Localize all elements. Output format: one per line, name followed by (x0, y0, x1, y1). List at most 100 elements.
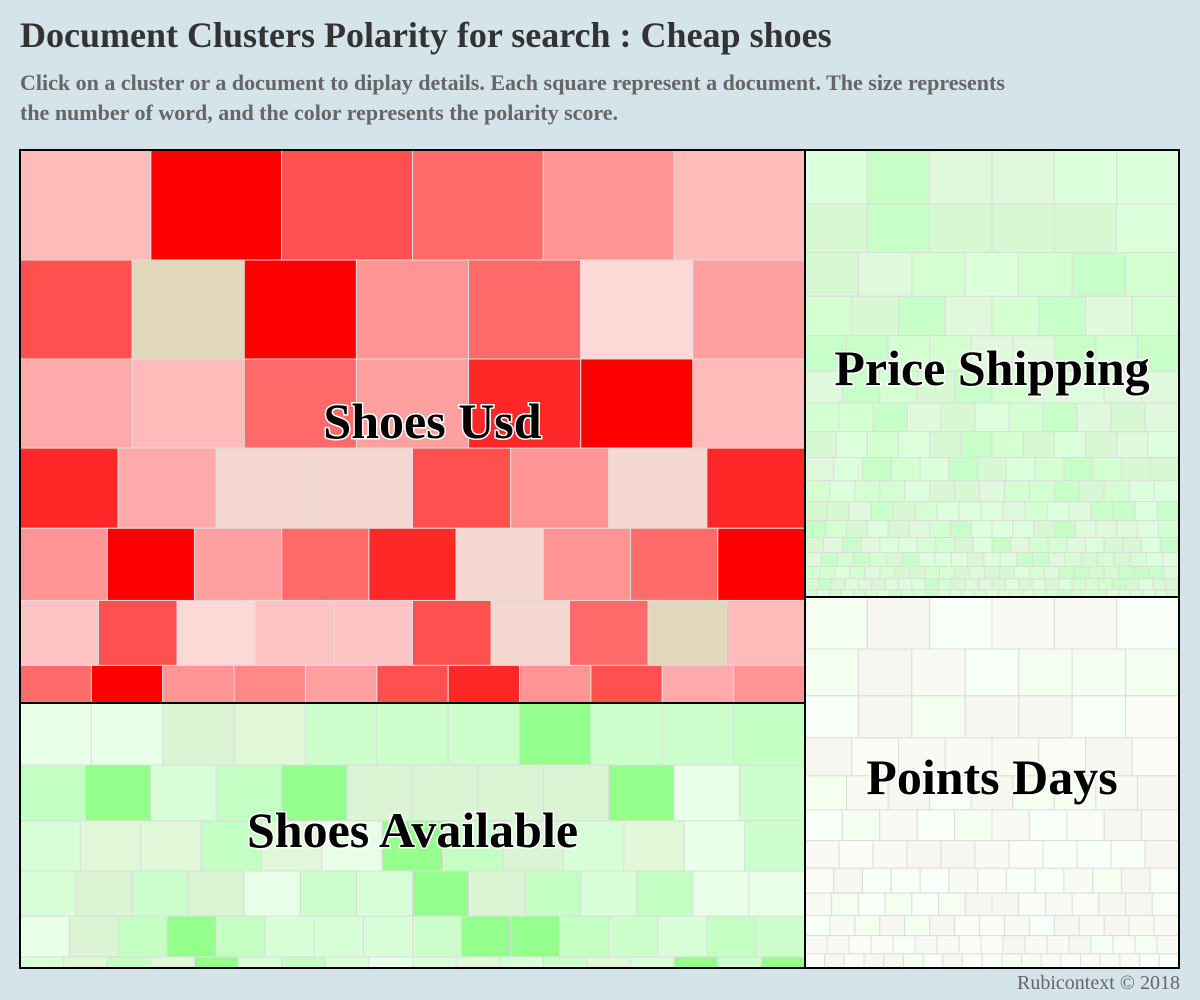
document-tile[interactable] (233, 702, 306, 766)
document-tile[interactable] (117, 447, 217, 529)
document-tile[interactable] (733, 664, 806, 704)
document-tile[interactable] (673, 956, 719, 969)
document-tile[interactable] (1153, 480, 1180, 503)
document-tile[interactable] (826, 501, 850, 522)
document-tile[interactable] (368, 527, 457, 601)
document-tile[interactable] (1090, 935, 1114, 955)
document-tile[interactable] (1094, 589, 1108, 598)
cluster-label[interactable]: Price Shipping (833, 338, 1151, 397)
document-tile[interactable] (748, 870, 806, 917)
document-tile[interactable] (908, 520, 931, 538)
document-tile[interactable] (838, 402, 874, 433)
document-tile[interactable] (848, 501, 872, 522)
document-tile[interactable] (864, 589, 878, 598)
document-tile[interactable] (972, 536, 993, 554)
document-tile[interactable] (1095, 520, 1118, 538)
document-tile[interactable] (929, 149, 993, 205)
document-tile[interactable] (1103, 536, 1124, 554)
document-tile[interactable] (1015, 552, 1034, 567)
document-tile[interactable] (911, 252, 966, 297)
document-tile[interactable] (804, 402, 840, 433)
document-tile[interactable] (906, 840, 942, 869)
document-tile[interactable] (1002, 935, 1026, 955)
document-tile[interactable] (1166, 589, 1180, 598)
document-tile[interactable] (1119, 953, 1141, 969)
document-tile[interactable] (1141, 536, 1161, 554)
document-tile[interactable] (1090, 501, 1114, 522)
document-tile[interactable] (929, 596, 993, 650)
document-tile[interactable] (1013, 565, 1030, 580)
document-tile[interactable] (630, 527, 719, 601)
document-tile[interactable] (657, 915, 708, 958)
document-tile[interactable] (355, 358, 470, 449)
document-tile[interactable] (542, 149, 675, 261)
document-tile[interactable] (940, 402, 976, 433)
document-tile[interactable] (1003, 480, 1030, 503)
document-tile[interactable] (1028, 480, 1055, 503)
document-tile[interactable] (916, 370, 956, 404)
document-tile[interactable] (1071, 892, 1100, 917)
document-tile[interactable] (978, 578, 993, 591)
document-tile[interactable] (804, 695, 859, 739)
document-tile[interactable] (1110, 402, 1146, 433)
document-tile[interactable] (1071, 578, 1086, 591)
document-tile[interactable] (162, 702, 235, 766)
document-tile[interactable] (938, 892, 966, 917)
document-tile[interactable] (991, 536, 1012, 554)
document-tile[interactable] (744, 820, 806, 872)
cluster-label[interactable]: Points Days (865, 747, 1119, 806)
document-tile[interactable] (954, 480, 981, 503)
document-tile[interactable] (586, 956, 632, 969)
document-tile[interactable] (590, 702, 663, 766)
document-tile[interactable] (841, 536, 862, 554)
document-tile[interactable] (412, 915, 463, 958)
document-tile[interactable] (1053, 335, 1097, 372)
document-tile[interactable] (1141, 809, 1180, 842)
cluster[interactable] (804, 596, 1180, 969)
document-tile[interactable] (1044, 578, 1060, 591)
document-tile[interactable] (1042, 840, 1078, 869)
document-tile[interactable] (929, 520, 951, 538)
document-tile[interactable] (19, 764, 86, 822)
document-tile[interactable] (1142, 589, 1156, 598)
document-tile[interactable] (1136, 775, 1180, 811)
document-tile[interactable] (857, 695, 913, 739)
document-tile[interactable] (870, 501, 894, 522)
document-tile[interactable] (1063, 457, 1094, 482)
document-tile[interactable] (804, 892, 833, 917)
document-tile[interactable] (804, 335, 848, 372)
document-tile[interactable] (542, 764, 610, 822)
document-tile[interactable] (1131, 295, 1180, 337)
document-tile[interactable] (848, 935, 872, 955)
document-tile[interactable] (1116, 203, 1180, 254)
document-tile[interactable] (1028, 536, 1049, 554)
document-tile[interactable] (887, 335, 931, 372)
document-tile[interactable] (1131, 737, 1180, 777)
document-tile[interactable] (846, 335, 889, 372)
document-tile[interactable] (1163, 565, 1180, 580)
document-tile[interactable] (979, 480, 1005, 503)
document-tile[interactable] (879, 370, 918, 404)
document-tile[interactable] (1021, 589, 1035, 598)
document-tile[interactable] (866, 520, 889, 538)
document-tile[interactable] (1118, 565, 1135, 580)
document-tile[interactable] (673, 764, 741, 822)
document-tile[interactable] (973, 589, 987, 598)
document-tile[interactable] (1106, 589, 1120, 598)
document-tile[interactable] (984, 565, 1000, 580)
document-tile[interactable] (1008, 840, 1044, 869)
document-tile[interactable] (804, 648, 859, 697)
document-tile[interactable] (870, 935, 894, 955)
document-tile[interactable] (1138, 578, 1153, 591)
document-tile[interactable] (911, 695, 966, 739)
document-tile[interactable] (804, 501, 828, 522)
document-tile[interactable] (944, 295, 993, 337)
document-tile[interactable] (954, 565, 971, 580)
document-tile[interactable] (804, 775, 848, 811)
document-tile[interactable] (991, 737, 1040, 777)
document-tile[interactable] (1098, 578, 1113, 591)
document-tile[interactable] (866, 149, 931, 205)
document-tile[interactable] (542, 956, 588, 969)
document-tile[interactable] (829, 915, 856, 937)
document-tile[interactable] (1001, 953, 1023, 969)
